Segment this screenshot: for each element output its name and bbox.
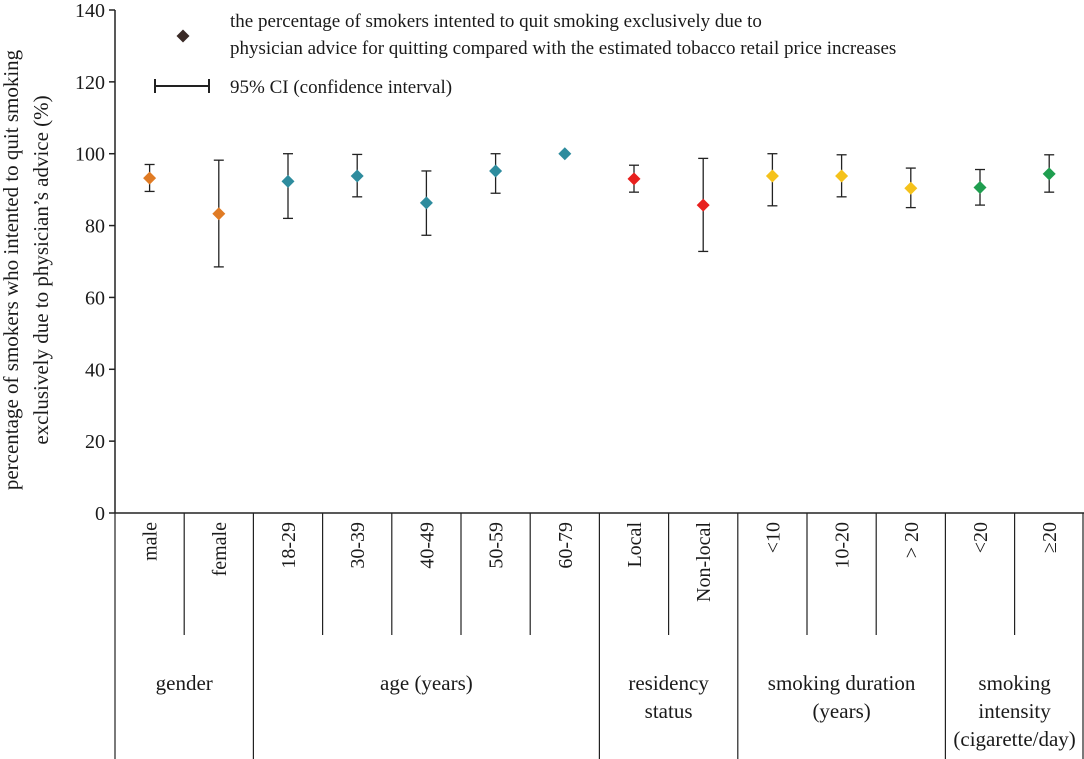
data-point — [973, 180, 987, 194]
y-tick-label: 140 — [75, 0, 105, 22]
y-tick-label: 60 — [85, 287, 105, 309]
y-axis-title: percentage of smokers who intented to qu… — [0, 49, 23, 490]
legend-marker-label: physician advice for quitting compared w… — [230, 38, 896, 59]
y-tick-label: 80 — [85, 216, 105, 238]
data-point — [835, 169, 849, 183]
x-tick-label: 10-20 — [832, 522, 854, 569]
data-point — [489, 164, 503, 178]
y-tick-label: 0 — [95, 503, 105, 525]
data-point — [143, 171, 157, 185]
data-point — [281, 174, 295, 188]
x-tick-label: <20 — [970, 522, 992, 553]
x-tick-label: Local — [624, 522, 646, 568]
x-tick-label: 30-39 — [347, 522, 369, 569]
x-tick-label: female — [209, 522, 231, 577]
x-tick-label: Non-local — [693, 522, 715, 602]
x-tick-label: 40-49 — [416, 522, 438, 569]
group-label: status — [645, 699, 693, 723]
x-tick-label: > 20 — [901, 522, 923, 558]
y-tick-label: 40 — [85, 359, 105, 381]
group-label: age (years) — [380, 671, 473, 695]
data-point — [765, 169, 779, 183]
x-tick-label: ≥20 — [1039, 522, 1061, 553]
x-tick-label: 50-59 — [486, 522, 508, 569]
y-tick-label: 120 — [75, 72, 105, 94]
data-point — [558, 147, 572, 161]
data-point — [212, 207, 226, 221]
legend-ci-label: 95% CI (confidence interval) — [230, 77, 452, 98]
legend-marker-label: the percentage of smokers intented to qu… — [230, 11, 762, 32]
group-label: (cigarette/day) — [953, 727, 1075, 751]
y-axis-title: exclusively due to physician’s advice (%… — [29, 95, 53, 444]
x-tick-label: 18-29 — [278, 522, 300, 569]
group-label: smoking — [978, 671, 1051, 695]
data-point — [1042, 167, 1056, 181]
y-tick-label: 20 — [85, 431, 105, 453]
data-point — [904, 181, 918, 195]
y-tick-label: 100 — [75, 144, 105, 166]
group-label: intensity — [978, 699, 1051, 723]
group-label: (years) — [812, 699, 870, 723]
group-label: gender — [156, 671, 213, 695]
data-point — [350, 169, 364, 183]
data-point — [627, 172, 641, 186]
group-label: smoking duration — [768, 671, 916, 695]
x-tick-label: male — [140, 522, 162, 561]
x-tick-label: <10 — [762, 522, 784, 553]
data-point — [696, 198, 710, 212]
data-point — [419, 196, 433, 210]
group-label: residency — [628, 671, 709, 695]
x-tick-label: 60-79 — [555, 522, 577, 569]
legend-marker — [176, 29, 190, 43]
